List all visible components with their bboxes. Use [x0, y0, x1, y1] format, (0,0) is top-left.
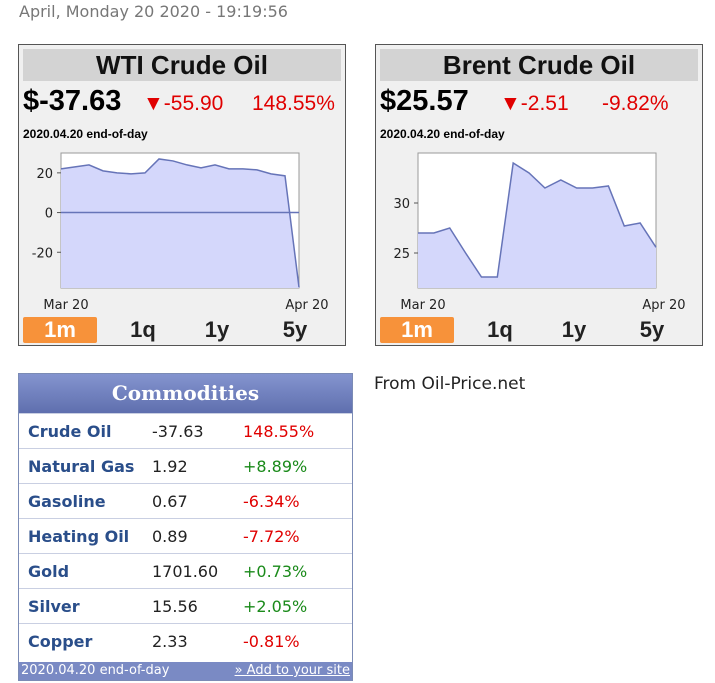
wti-tab-5y[interactable]: 5y: [282, 317, 308, 342]
table-row: Gasoline 0.67 -6.34%: [19, 483, 352, 519]
brent-tab-1m[interactable]: 1m: [380, 317, 454, 343]
commodity-change: 148.55%: [243, 422, 315, 441]
footer-date: 2020.04.20 end-of-day: [21, 663, 170, 678]
commodity-change: +8.89%: [243, 457, 308, 476]
brent-title: Brent Crude Oil: [380, 49, 698, 81]
wti-tab-1m[interactable]: 1m: [23, 317, 97, 343]
wti-range-tabs: 1m 1q 1y 5y: [23, 317, 341, 343]
brent-widget: Brent Crude Oil $25.57 ▼-2.51 -9.82% 202…: [375, 44, 703, 346]
brent-x-tick-label-start: Mar 20: [400, 298, 445, 313]
commodity-value: 0.67: [152, 492, 188, 511]
commodity-change: -0.81%: [243, 632, 300, 651]
down-arrow-icon: ▼: [500, 92, 521, 115]
wti-change: ▼-55.90: [143, 92, 223, 116]
brent-price: $25.57: [380, 85, 469, 117]
add-to-site-link[interactable]: » Add to your site: [234, 663, 350, 678]
wti-y-tick-label: 20: [36, 167, 53, 182]
commodity-value: 0.89: [152, 527, 188, 546]
commodity-change: +0.73%: [243, 562, 308, 581]
commodity-name-link[interactable]: Silver: [28, 597, 80, 616]
brent-change-value: -2.51: [520, 92, 569, 115]
brent-series-line: [418, 161, 657, 278]
wti-widget: WTI Crude Oil $-37.63 ▼-55.90 148.55% 20…: [18, 44, 346, 346]
table-row: Silver 15.56 +2.05%: [19, 588, 352, 624]
wti-change-value: -55.90: [163, 92, 224, 115]
brent-tab-1q[interactable]: 1q: [487, 317, 513, 342]
commodity-change: +2.05%: [243, 597, 308, 616]
table-row: Natural Gas 1.92 +8.89%: [19, 448, 352, 484]
table-row: Crude Oil -37.63 148.55%: [19, 413, 352, 449]
commodity-value: 15.56: [152, 597, 198, 616]
brent-y-tick-label: 30: [393, 197, 410, 212]
commodity-name-link[interactable]: Heating Oil: [28, 527, 130, 546]
wti-series-line: [60, 158, 300, 288]
commodity-value: -37.63: [152, 422, 204, 441]
wti-chart: 20 0 -20 Mar 20 Apr 20: [32, 152, 329, 313]
brent-date: 2020.04.20 end-of-day: [380, 127, 505, 141]
commodity-name-link[interactable]: Crude Oil: [28, 422, 112, 441]
brent-chart: 30 25 Mar 20 Apr 20: [393, 152, 686, 313]
commodity-name-link[interactable]: Gasoline: [28, 492, 106, 511]
brent-tab-1y[interactable]: 1y: [561, 317, 587, 342]
wti-y-tick-label: 0: [45, 207, 53, 222]
brent-change: ▼-2.51: [500, 92, 569, 116]
brent-tab-5y[interactable]: 5y: [639, 317, 665, 342]
brent-percent: -9.82%: [602, 92, 669, 115]
commodity-change: -7.72%: [243, 527, 300, 546]
commodities-footer: 2020.04.20 end-of-day » Add to your site: [19, 662, 352, 680]
wti-tab-1y[interactable]: 1y: [204, 317, 230, 342]
brent-area-fill: [418, 163, 656, 288]
table-row: Gold 1701.60 +0.73%: [19, 553, 352, 589]
commodity-name-link[interactable]: Natural Gas: [28, 457, 135, 476]
commodities-title: Commodities: [19, 374, 352, 413]
commodity-name-link[interactable]: Gold: [28, 562, 70, 581]
commodity-value: 2.33: [152, 632, 188, 651]
commodity-value: 1701.60: [152, 562, 219, 581]
wti-area-fill: [61, 158, 299, 288]
wti-percent: 148.55%: [252, 92, 335, 115]
wti-y-tick-label: -20: [32, 246, 53, 261]
commodity-name-link[interactable]: Copper: [28, 632, 93, 651]
datetime-header: April, Monday 20 2020 - 19:19:56: [19, 2, 288, 21]
wti-title: WTI Crude Oil: [23, 49, 341, 81]
brent-range-tabs: 1m 1q 1y 5y: [380, 317, 698, 343]
brent-x-tick-label-end: Apr 20: [642, 298, 685, 313]
wti-date: 2020.04.20 end-of-day: [23, 127, 148, 141]
wti-price: $-37.63: [23, 85, 122, 117]
down-arrow-icon: ▼: [143, 92, 164, 115]
wti-x-tick-label-start: Mar 20: [43, 298, 88, 313]
commodity-change: -6.34%: [243, 492, 300, 511]
brent-y-tick-label: 25: [393, 247, 410, 262]
source-credit: From Oil-Price.net: [374, 374, 526, 394]
commodities-table: Commodities Crude Oil -37.63 148.55% Natura…: [18, 373, 353, 681]
table-row: Copper 2.33 -0.81%: [19, 623, 352, 659]
wti-tab-1q[interactable]: 1q: [130, 317, 156, 342]
table-row: Heating Oil 0.89 -7.72%: [19, 518, 352, 554]
wti-x-tick-label-end: Apr 20: [285, 298, 328, 313]
commodity-value: 1.92: [152, 457, 188, 476]
